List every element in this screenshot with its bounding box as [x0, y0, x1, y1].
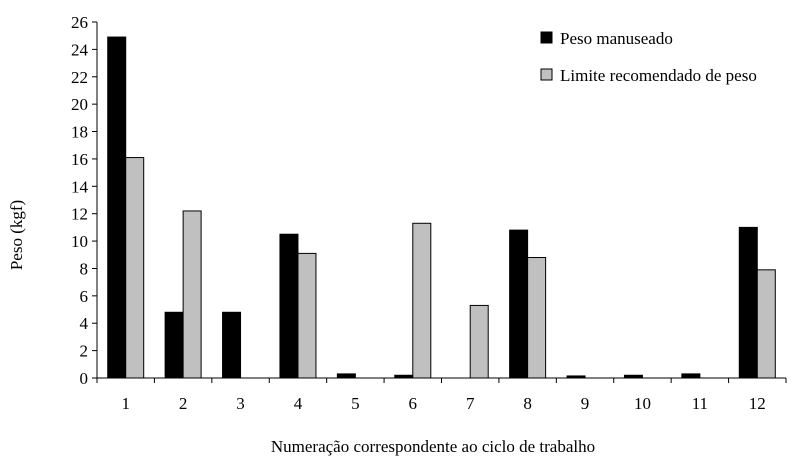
bar-peso-manuseado	[164, 311, 184, 379]
x-tick-label: 3	[236, 394, 245, 413]
x-tick-label: 7	[466, 394, 475, 413]
y-tick-label: 26	[71, 13, 88, 32]
y-tick-label: 2	[80, 342, 89, 361]
y-tick-label: 24	[71, 40, 89, 59]
y-tick-label: 0	[80, 369, 89, 388]
legend-swatch	[540, 68, 553, 81]
bar-limite-recomendado	[527, 257, 547, 379]
y-tick-label: 20	[71, 95, 88, 114]
bar-peso-manuseado	[107, 36, 127, 379]
y-tick-label: 14	[71, 177, 89, 196]
bar-peso-manuseado	[336, 373, 356, 379]
legend-label: Limite recomendado de peso	[560, 66, 757, 85]
y-tick-label: 16	[71, 150, 88, 169]
y-tick-label: 18	[71, 123, 88, 142]
y-tick-label: 6	[80, 287, 89, 306]
x-tick-label: 8	[523, 394, 532, 413]
x-tick-label: 12	[749, 394, 766, 413]
bar-limite-recomendado	[297, 252, 317, 379]
x-tick-label: 9	[581, 394, 590, 413]
bar-peso-manuseado	[738, 226, 758, 379]
y-tick-label: 10	[71, 232, 88, 251]
bar-limite-recomendado	[756, 269, 776, 379]
x-tick-label: 11	[692, 394, 708, 413]
y-axis-title: Peso (kgf)	[7, 200, 26, 270]
x-tick-label: 5	[351, 394, 360, 413]
bar-limite-recomendado	[469, 304, 489, 379]
bar-peso-manuseado	[279, 233, 299, 379]
bar-peso-manuseado	[681, 373, 701, 379]
x-tick-label: 10	[634, 394, 651, 413]
x-tick-label: 2	[179, 394, 188, 413]
x-axis-title: Numeração correspondente ao ciclo de tra…	[271, 437, 595, 456]
y-tick-label: 12	[71, 205, 88, 224]
y-tick-label: 22	[71, 68, 88, 87]
y-tick-label: 4	[80, 314, 89, 333]
bar-limite-recomendado	[412, 222, 432, 379]
bar-peso-manuseado	[222, 311, 242, 379]
bar-peso-manuseado	[509, 229, 529, 379]
bar-limite-recomendado	[182, 210, 202, 379]
legend: Peso manuseado Limite recomendado de peso	[540, 29, 757, 85]
bar-limite-recomendado	[125, 157, 145, 379]
legend-swatch	[540, 31, 553, 44]
x-tick-label: 4	[294, 394, 303, 413]
bars-group	[107, 36, 776, 379]
x-tick-label: 1	[121, 394, 130, 413]
x-tick-label: 6	[409, 394, 418, 413]
y-tick-label: 8	[80, 259, 89, 278]
legend-label: Peso manuseado	[560, 29, 673, 48]
